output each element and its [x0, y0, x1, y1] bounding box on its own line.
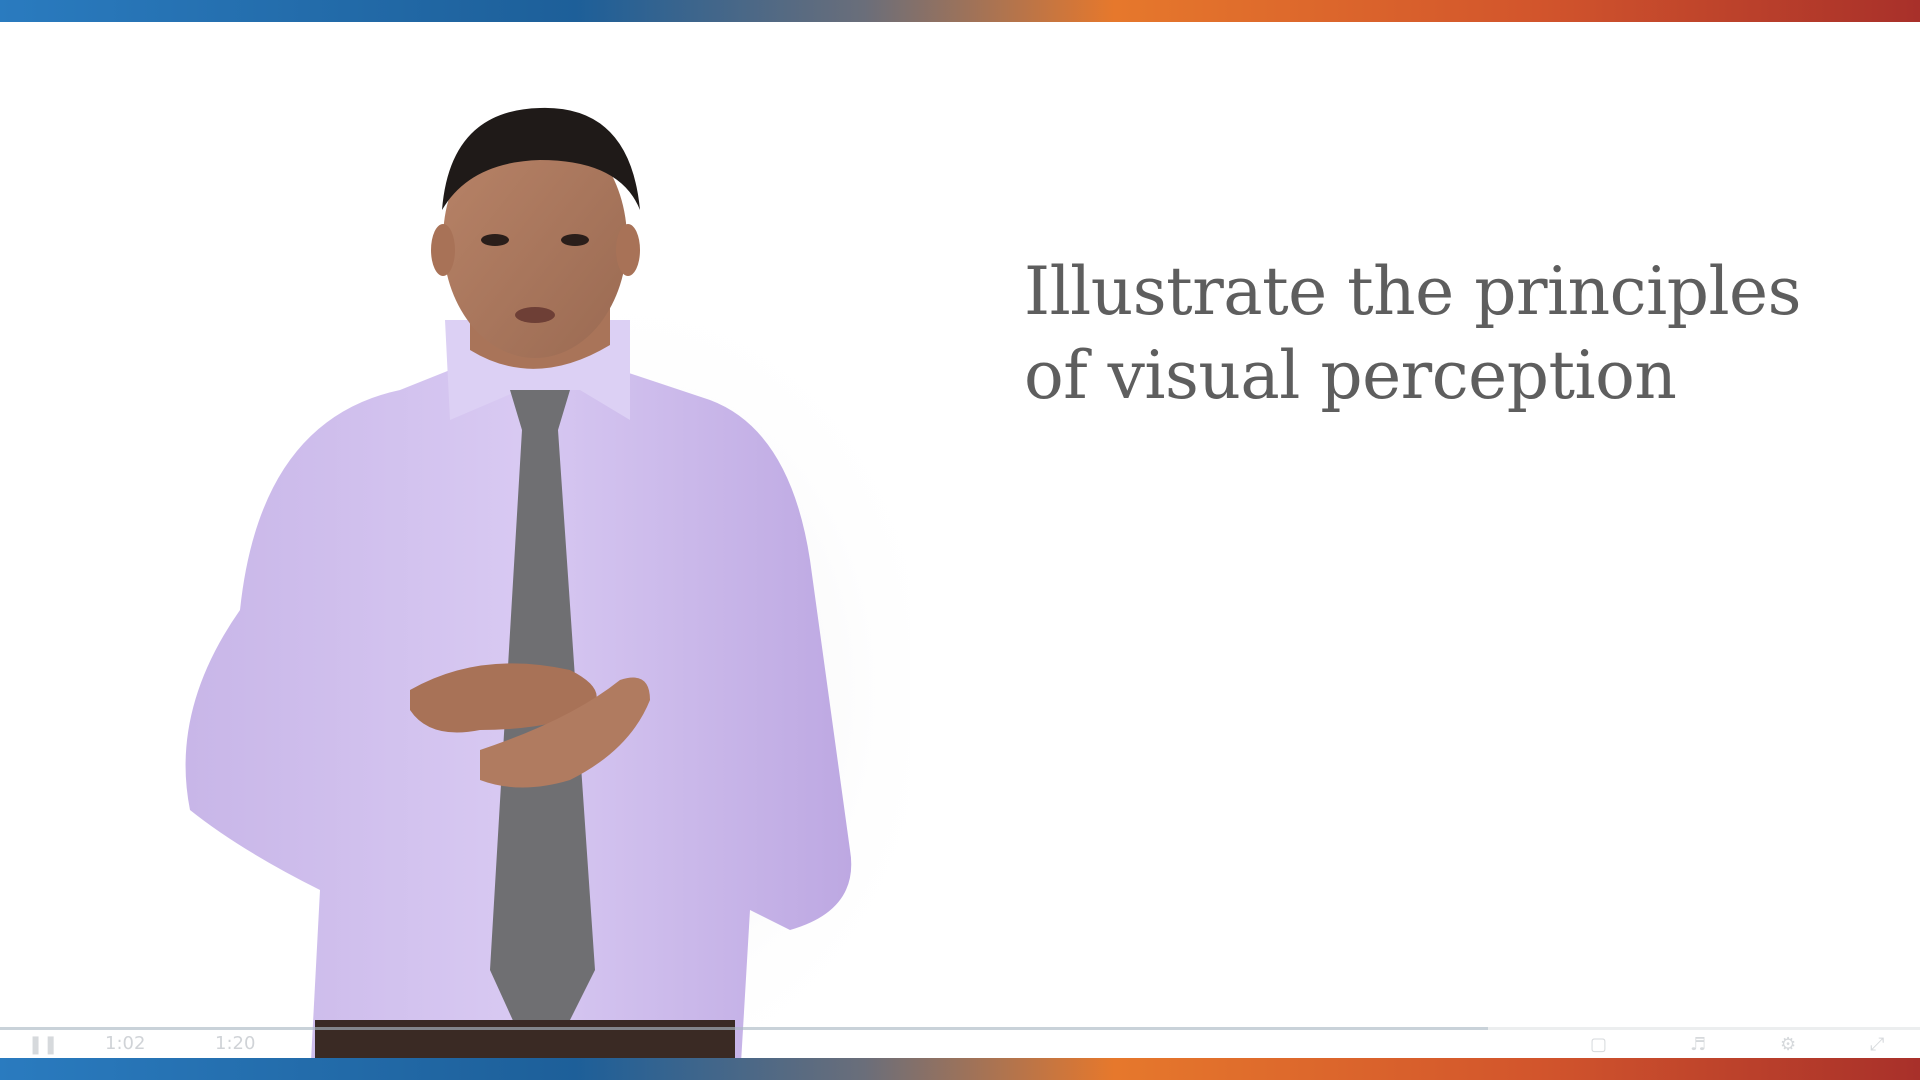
slide-heading: Illustrate the principles of visual perc… [1024, 250, 1844, 418]
fullscreen-icon[interactable]: ⤢ [1870, 1034, 1885, 1055]
volume-icon[interactable]: ♬ [1690, 1034, 1707, 1055]
bottom-brand-bar [0, 1058, 1920, 1080]
top-brand-bar [0, 0, 1920, 22]
settings-icon[interactable]: ⚙ [1780, 1034, 1797, 1055]
presenter-figure [185, 107, 910, 1080]
player-controls: ❚❚ 1:02 1:20 ▢ ♬ ⚙ ⤢ [0, 1030, 1920, 1058]
slide-heading-line-1: Illustrate the principles [1024, 253, 1802, 330]
captions-icon[interactable]: ▢ [1590, 1034, 1608, 1055]
pause-icon[interactable]: ❚❚ [28, 1034, 59, 1055]
slide-heading-line-2: of visual perception [1024, 337, 1677, 414]
progress-fill [0, 1027, 1488, 1030]
duration: 1:20 [215, 1033, 256, 1054]
current-time: 1:02 [105, 1033, 146, 1054]
progress-track[interactable] [0, 1027, 1920, 1030]
